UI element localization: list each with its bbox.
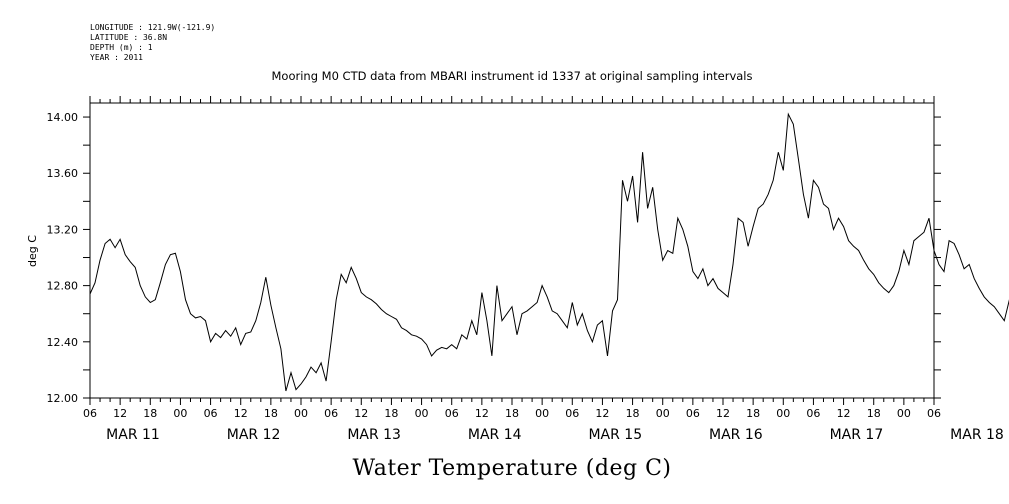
year-label: YEAR : 2011 <box>90 53 143 62</box>
y-tick-label: 13.60 <box>47 167 79 180</box>
x-month-label: MAR 15 <box>588 427 642 443</box>
x-tick-label: 18 <box>626 407 640 420</box>
x-tick-label: 00 <box>776 407 790 420</box>
x-tick-label: 18 <box>746 407 760 420</box>
x-tick-label: 00 <box>897 407 911 420</box>
x-tick-label: 00 <box>415 407 429 420</box>
x-tick-label: 06 <box>686 407 700 420</box>
x-tick-label: 06 <box>565 407 579 420</box>
chart-title: Mooring M0 CTD data from MBARI instrumen… <box>272 69 753 83</box>
x-month-label: MAR 14 <box>468 427 522 443</box>
x-month-label: MAR 18 <box>950 427 1004 443</box>
metadata-block: LONGITUDE : 121.9W(-121.9) LATITUDE : 36… <box>90 23 215 62</box>
x-month-label: MAR 12 <box>227 427 281 443</box>
plot-frame <box>89 102 935 399</box>
y-tick-label: 12.00 <box>47 392 79 405</box>
x-axis-ticks <box>89 96 935 405</box>
x-tick-label: 18 <box>505 407 519 420</box>
y-axis-label: deg C <box>26 235 39 267</box>
x-tick-label: 18 <box>143 407 157 420</box>
y-tick-label: 12.40 <box>47 336 79 349</box>
latitude-label: LATITUDE : 36.8N <box>90 33 167 42</box>
y-axis-tick-labels: 12.00 12.40 12.80 13.20 13.60 14.00 <box>47 111 79 405</box>
x-tick-label: 12 <box>234 407 248 420</box>
x-tick-label: 06 <box>204 407 218 420</box>
x-tick-label: 18 <box>264 407 278 420</box>
x-axis-month-labels: MAR 11 MAR 12 MAR 13 MAR 14 MAR 15 MAR 16 MAR … <box>106 427 1004 443</box>
x-tick-label: 00 <box>656 407 670 420</box>
x-tick-label: 12 <box>475 407 489 420</box>
x-month-label: MAR 13 <box>347 427 401 443</box>
x-tick-label: 06 <box>927 407 941 420</box>
x-axis-title: Water Temperature (deg C) <box>353 456 672 481</box>
x-tick-label: 06 <box>83 407 97 420</box>
x-month-label: MAR 11 <box>106 427 160 443</box>
x-tick-label: 12 <box>716 407 730 420</box>
water-temperature-line <box>89 112 1009 392</box>
x-tick-label: 00 <box>535 407 549 420</box>
y-axis-ticks <box>83 116 941 399</box>
x-tick-label: 00 <box>173 407 187 420</box>
x-month-label: MAR 16 <box>709 427 763 443</box>
y-tick-label: 14.00 <box>47 111 79 124</box>
x-tick-label: 18 <box>384 407 398 420</box>
x-tick-label: 00 <box>294 407 308 420</box>
y-tick-label: 12.80 <box>47 280 79 293</box>
longitude-label: LONGITUDE : 121.9W(-121.9) <box>90 23 215 32</box>
x-axis-hour-labels: 06 12 18 00 06 12 18 00 06 12 18 00 06 12 18 00 06 12 18 00… <box>83 407 941 420</box>
x-tick-label: 18 <box>867 407 881 420</box>
x-tick-label: 12 <box>354 407 368 420</box>
x-tick-label: 06 <box>324 407 338 420</box>
x-tick-label: 06 <box>806 407 820 420</box>
depth-label: DEPTH (m) : 1 <box>90 43 153 52</box>
x-tick-label: 12 <box>837 407 851 420</box>
x-month-label: MAR 17 <box>830 427 884 443</box>
x-tick-label: 06 <box>445 407 459 420</box>
y-tick-label: 13.20 <box>47 223 79 236</box>
x-tick-label: 12 <box>113 407 127 420</box>
x-tick-label: 12 <box>595 407 609 420</box>
